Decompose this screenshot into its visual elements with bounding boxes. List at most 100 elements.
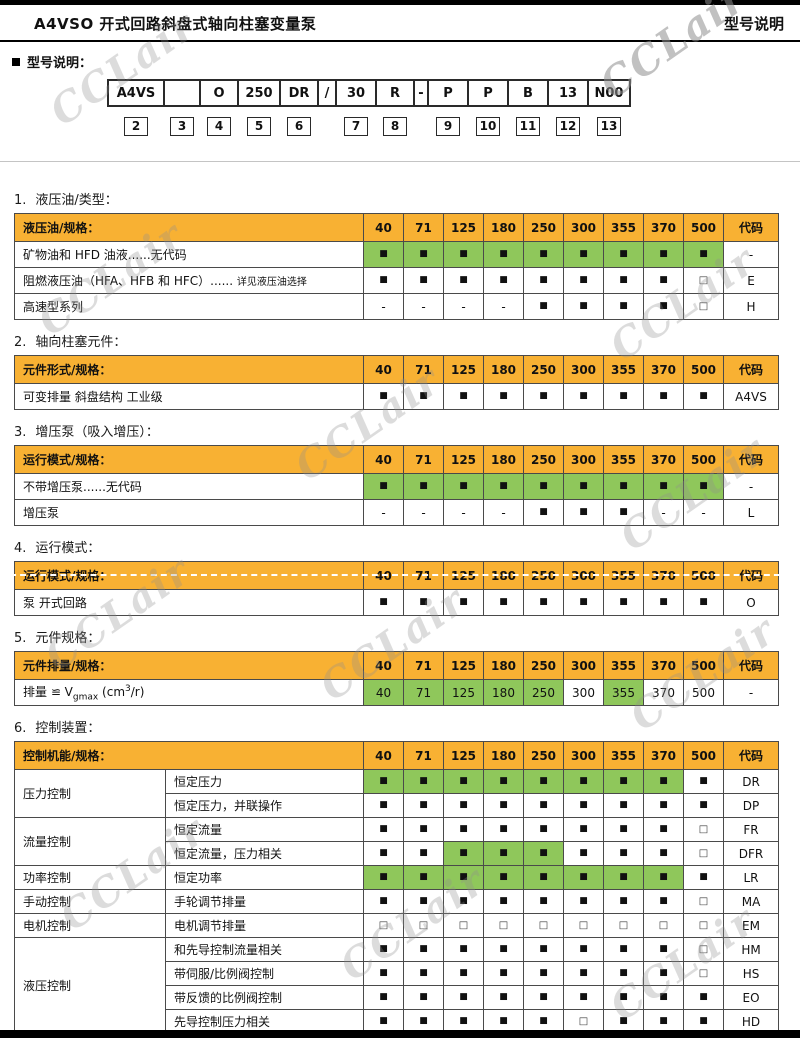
section-title: 2. 轴向柱塞元件： <box>14 331 800 350</box>
availability-cell: ■ <box>683 769 725 794</box>
table-row: 带反馈的比例阀控制 ■ ■ ■ ■ ■ ■ ■ ■ ■ EO <box>15 985 780 1010</box>
code-header-cell: 代码 <box>723 651 779 680</box>
size-header-cell: 71 <box>403 561 444 590</box>
section-4: 4. 运行模式： 运行模式/规格： 40 71 125 180 250 300 355 370 500… <box>0 537 800 616</box>
availability-cell: □ <box>683 937 725 962</box>
size-header-cell: 250 <box>523 561 564 590</box>
availability-cell: ■ <box>563 889 605 914</box>
availability-cell: ■ <box>403 1009 445 1034</box>
availability-cell: ■ <box>403 589 444 616</box>
availability-cell: - <box>483 499 524 526</box>
row-label: 矿物油和 HFD 油液......无代码 <box>14 241 364 268</box>
size-header-cell: 250 <box>523 213 564 242</box>
size-header-cell: 125 <box>443 445 484 474</box>
size-header-cell: 180 <box>483 741 525 770</box>
model-code-position-number: 10 <box>476 116 500 136</box>
size-header-cell: 71 <box>403 213 444 242</box>
control-category-label: 电机控制 <box>14 913 166 938</box>
availability-cell: ■ <box>563 817 605 842</box>
code-header-cell: 代码 <box>723 445 779 474</box>
page-header: A4VSO 开式回路斜盘式轴向柱塞变量泵 型号说明 <box>0 5 800 40</box>
availability-cell: ■ <box>483 985 525 1010</box>
section-title-text: 轴向柱塞元件： <box>35 335 127 350</box>
model-code-position-number: 9 <box>436 116 460 136</box>
code-cell-value: DR <box>723 769 780 794</box>
availability-cell: □ <box>683 817 725 842</box>
availability-cell: ■ <box>643 889 685 914</box>
size-header-cell: 355 <box>603 651 644 680</box>
code-cell-value: HD <box>723 1009 780 1034</box>
size-header-cell: 40 <box>363 651 404 680</box>
table-header-label: 控制机能/规格： <box>13 741 365 770</box>
code-cell-value: HM <box>723 937 780 962</box>
availability-cell: ■ <box>563 383 604 410</box>
availability-cell: ■ <box>523 383 564 410</box>
model-code-number-slot: 10 <box>467 115 509 137</box>
size-header-cell: 125 <box>443 651 484 680</box>
availability-cell: ■ <box>403 841 445 866</box>
availability-cell: ■ <box>603 985 645 1010</box>
table-row: 流量控制 恒定流量 ■ ■ ■ ■ ■ ■ ■ ■ □ FR <box>14 817 780 866</box>
table-row: 不带增压泵......无代码 ■ ■ ■ ■ ■ ■ ■ ■ ■ - <box>14 473 779 500</box>
model-code-number-slot: 4 <box>199 115 239 137</box>
availability-cell: 40 <box>363 679 404 706</box>
size-header-cell: 250 <box>523 445 564 474</box>
section-title: 6. 控制装置： <box>14 717 800 736</box>
size-header-cell: 250 <box>523 355 564 384</box>
availability-cell: ■ <box>563 267 604 294</box>
section-title: 5. 元件规格： <box>14 627 800 646</box>
availability-cell: ■ <box>643 293 684 320</box>
row-label-segment: 排量 ≌ V <box>23 684 73 699</box>
availability-cell: ■ <box>643 267 684 294</box>
model-code-cell: 30 <box>335 79 377 107</box>
row-label: 不带增压泵......无代码 <box>14 473 364 500</box>
availability-cell: - <box>643 499 684 526</box>
model-code-number-slot: 13 <box>587 115 631 137</box>
table-header-label: 元件排量/规格： <box>14 651 364 680</box>
size-header-cell: 355 <box>603 445 644 474</box>
code-cell-value: EM <box>723 913 780 938</box>
availability-cell: - <box>683 499 724 526</box>
availability-cell: ■ <box>563 293 604 320</box>
table-row: 阻燃液压油（HFA、HFB 和 HFC）...... 详见液压油选择 ■ ■ ■ ■ ■ ■… <box>14 267 779 294</box>
availability-cell: ■ <box>683 241 724 268</box>
availability-cell: □ <box>563 913 605 938</box>
availability-cell: ■ <box>563 961 605 986</box>
availability-cell: ■ <box>443 1009 485 1034</box>
table-row: 恒定压力，并联操作 ■ ■ ■ ■ ■ ■ ■ ■ ■ DP <box>15 793 780 818</box>
model-code-cell: / <box>317 79 337 107</box>
availability-cell: ■ <box>683 1009 725 1034</box>
availability-cell: ■ <box>443 889 485 914</box>
code-cell-value: O <box>723 589 779 616</box>
model-code-number-slot: 12 <box>547 115 589 137</box>
availability-cell: - <box>363 499 404 526</box>
availability-cell: ■ <box>603 769 645 794</box>
availability-cell: ■ <box>443 241 484 268</box>
row-label: 排量 ≌ Vgmax (cm3/r) <box>14 679 364 706</box>
availability-cell: ■ <box>443 961 485 986</box>
availability-cell: ■ <box>603 937 645 962</box>
availability-cell: ■ <box>643 589 684 616</box>
availability-cell: ■ <box>483 267 524 294</box>
availability-cell: ■ <box>363 889 405 914</box>
model-code-cell: N00 <box>587 79 631 107</box>
availability-cell: ■ <box>483 937 525 962</box>
spec-table: 运行模式/规格： 40 71 125 180 250 300 355 370 500 代码 不带增压泵… <box>14 445 779 526</box>
availability-cell: ■ <box>403 241 444 268</box>
availability-cell: ■ <box>523 865 565 890</box>
ordering-tables: 1. 液压油/类型： 液压油/规格： 40 71 125 180 250 300 355 370 50… <box>0 189 800 1038</box>
size-header-cell: 40 <box>363 561 404 590</box>
availability-cell: ■ <box>443 383 484 410</box>
availability-cell: ■ <box>683 865 725 890</box>
size-header-cell: 40 <box>363 741 405 770</box>
availability-cell: ■ <box>563 937 605 962</box>
table-header-label: 液压油/规格： <box>14 213 364 242</box>
model-code-number-slot: 11 <box>507 115 549 137</box>
availability-cell: ■ <box>523 841 565 866</box>
square-bullet-icon <box>12 57 20 66</box>
table-row: 高速型系列 - - - - ■ ■ ■ ■ □ H <box>14 293 779 320</box>
row-label: 可变排量 斜盘结构 工业级 <box>14 383 364 410</box>
availability-cell: ■ <box>363 241 404 268</box>
row-label: 电机调节排量 <box>164 913 365 938</box>
availability-cell: ■ <box>603 889 645 914</box>
